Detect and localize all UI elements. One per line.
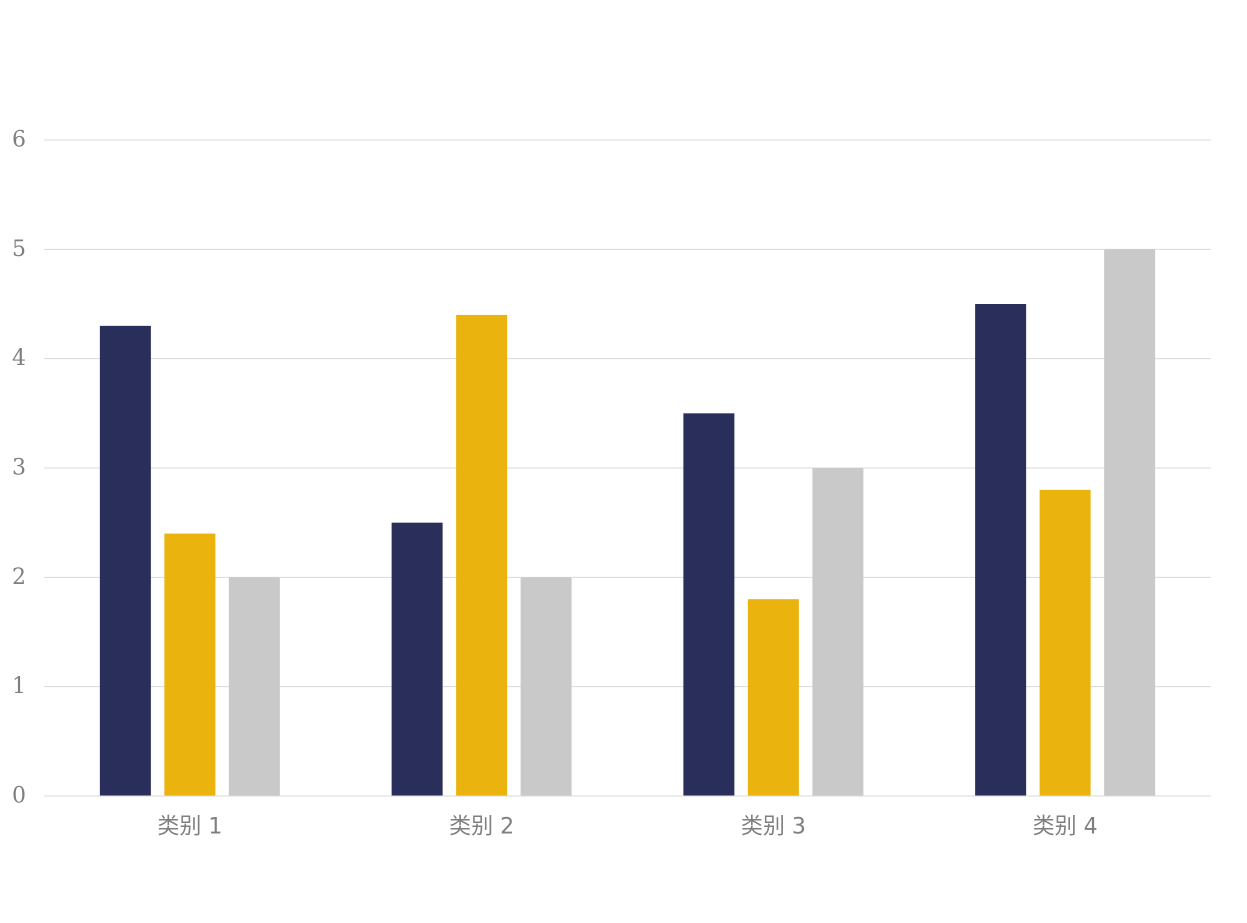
bar-series-1-cat-3: [683, 413, 735, 796]
bar-series-1-cat-1: [99, 325, 151, 796]
bar-series-2-cat-1: [164, 533, 216, 796]
bar-series-1-cat-2: [391, 522, 443, 796]
y-tick-label: 2: [12, 565, 26, 590]
bar-series-3-cat-4: [1104, 249, 1156, 797]
y-tick-label: 5: [12, 237, 26, 262]
y-tick-label: 6: [12, 128, 26, 153]
bar-series-2-cat-2: [456, 314, 508, 796]
x-tick-label: 类别 1: [157, 815, 222, 840]
bar-series-3-cat-2: [520, 577, 572, 796]
y-tick-label: 1: [12, 674, 26, 699]
y-tick-label: 4: [12, 346, 26, 371]
bar-series-2-cat-3: [747, 599, 799, 796]
bar-series-2-cat-4: [1039, 489, 1091, 796]
bars: [99, 249, 1156, 797]
bar-series-3-cat-1: [228, 577, 280, 796]
x-tick-label: 类别 3: [741, 815, 806, 840]
x-tick-label: 类别 2: [449, 815, 514, 840]
axes: 0 1 2 3 4 5 6 类别 1 类别 2 类别 3 类别 4: [12, 128, 1211, 840]
x-tick-label: 类别 4: [1033, 815, 1098, 840]
y-tick-label: 3: [12, 456, 26, 481]
bar-series-3-cat-3: [812, 468, 864, 796]
bar-series-1-cat-4: [975, 304, 1027, 796]
y-tick-label: 0: [12, 784, 26, 809]
gridlines: [44, 139, 1211, 688]
